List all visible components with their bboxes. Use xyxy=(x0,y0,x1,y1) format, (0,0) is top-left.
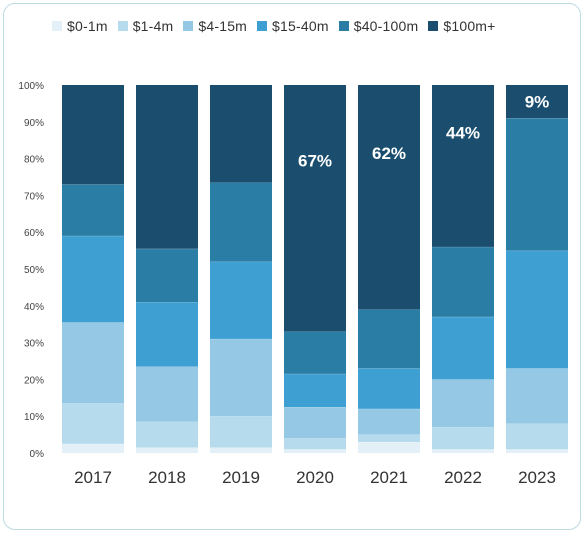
bar-segment xyxy=(210,447,272,453)
legend-item: $4-15m xyxy=(183,18,247,34)
legend-swatch xyxy=(338,21,349,31)
y-tick-label: 10% xyxy=(24,412,44,423)
bar-segment xyxy=(506,423,568,450)
legend-item: $100m+ xyxy=(428,18,495,34)
x-tick-label: 2019 xyxy=(222,468,260,487)
bar-segment xyxy=(136,302,198,367)
legend-label: $100m+ xyxy=(443,18,496,34)
legend-label: $4-15m xyxy=(198,18,248,34)
bar-segment xyxy=(432,316,494,380)
bar-segment xyxy=(62,443,124,453)
y-tick-label: 70% xyxy=(24,191,44,202)
x-tick-label: 2020 xyxy=(296,468,334,487)
bar-segment xyxy=(358,309,420,369)
legend-label: $40-100m xyxy=(353,18,419,34)
legend: $0-1m $1-4m $4-15m $15-40m $40-100m $100m+ xyxy=(52,18,506,34)
data-label: 44% xyxy=(446,123,480,142)
legend-item: $0-1m xyxy=(52,18,108,34)
bar-segment xyxy=(284,407,346,439)
data-label: 62% xyxy=(372,144,406,163)
bar-segment xyxy=(210,416,272,448)
bar-segment xyxy=(284,438,346,450)
bar-segment xyxy=(136,248,198,303)
y-tick-label: 100% xyxy=(18,81,44,92)
bar-segment xyxy=(136,421,198,448)
x-tick-label: 2018 xyxy=(148,468,186,487)
bar-segment xyxy=(62,403,124,444)
bar-segment xyxy=(136,366,198,422)
y-tick-label: 40% xyxy=(24,302,44,313)
y-tick-label: 80% xyxy=(24,155,44,166)
x-tick-label: 2022 xyxy=(444,468,482,487)
bar-segment xyxy=(62,235,124,323)
bar-segment xyxy=(432,449,494,453)
x-tick-label: 2021 xyxy=(370,468,408,487)
bar-segment xyxy=(358,368,420,409)
bar-segment xyxy=(136,85,198,249)
legend-label: $1-4m xyxy=(132,18,174,34)
legend-item: $15-40m xyxy=(257,18,329,34)
bar-segment xyxy=(358,85,420,310)
x-tick-label: 2017 xyxy=(74,468,112,487)
data-label: 9% xyxy=(525,93,550,112)
bar-segment xyxy=(136,447,198,453)
bar-segment xyxy=(284,449,346,453)
bar-segment xyxy=(358,408,420,435)
bar-segment xyxy=(210,261,272,339)
legend-label: $0-1m xyxy=(67,18,108,34)
legend-item: $40-100m xyxy=(338,18,419,34)
bar-segment xyxy=(432,427,494,450)
y-tick-label: 60% xyxy=(24,228,44,239)
bar-segment xyxy=(506,449,568,453)
bar-segment xyxy=(358,434,420,442)
bar-segment xyxy=(284,85,346,332)
data-label: 67% xyxy=(298,151,332,170)
bar-segment xyxy=(210,85,272,183)
legend-swatch xyxy=(117,21,128,31)
x-tick-label: 2023 xyxy=(518,468,556,487)
y-tick-label: 50% xyxy=(24,265,44,276)
legend-swatch xyxy=(183,21,194,31)
bar-segment xyxy=(210,182,272,262)
legend-label: $15-40m xyxy=(272,18,329,34)
legend-swatch xyxy=(52,21,62,31)
y-tick-label: 30% xyxy=(24,339,44,350)
bar-segment xyxy=(284,331,346,374)
y-tick-label: 20% xyxy=(24,375,44,386)
bar-segment xyxy=(358,441,420,453)
bar-segment xyxy=(284,373,346,407)
bar-segment xyxy=(62,322,124,404)
bar-segment xyxy=(506,250,568,369)
bar-segment xyxy=(506,368,568,424)
bar-segment xyxy=(506,118,568,251)
bar-segment xyxy=(432,246,494,317)
legend-item: $1-4m xyxy=(117,18,174,34)
bar-segment xyxy=(62,184,124,236)
y-tick-label: 0% xyxy=(30,449,45,460)
bar-segment xyxy=(432,85,494,247)
legend-swatch xyxy=(257,21,268,31)
legend-swatch xyxy=(428,21,439,31)
bar-segment xyxy=(210,338,272,417)
bar-segment xyxy=(506,85,568,119)
y-tick-label: 90% xyxy=(24,118,44,129)
bar-segment xyxy=(432,379,494,428)
bar-segment xyxy=(62,85,124,185)
